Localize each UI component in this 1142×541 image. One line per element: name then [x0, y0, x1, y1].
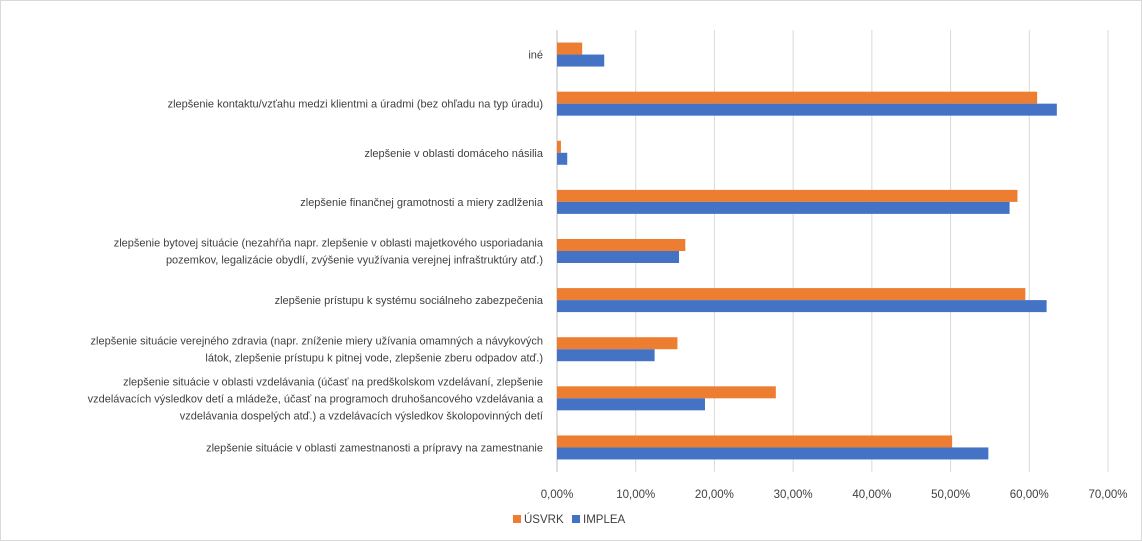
bar-usvrk — [557, 42, 583, 55]
x-tick-label: 50,00% — [931, 489, 970, 501]
legend-label: ÚSVRK — [524, 513, 564, 526]
bar-implea — [557, 300, 1047, 313]
category-label: vzdelávacích výsledkov detí a mládeže, ú… — [88, 393, 544, 405]
bar-implea — [557, 251, 680, 263]
legend-label: IMPLEA — [583, 514, 626, 526]
legend-swatch — [572, 515, 580, 523]
category-label: zlepšenie v oblasti domáceho násilia — [364, 148, 543, 160]
x-tick-label: 40,00% — [852, 489, 891, 501]
bars — [557, 42, 1057, 460]
category-label: zlepšenie situácie v oblasti zamestnanos… — [206, 442, 543, 454]
x-tick-label: 10,00% — [616, 489, 655, 501]
x-axis-tick-labels: 0,00% 10,00% 20,00% 30,00% 40,00% 50,00% 60,00… — [541, 489, 1128, 501]
category-label: zlepšenie situácie v oblasti vzdelávania… — [123, 376, 543, 388]
category-label: zlepšenie situácie verejného zdravia (na… — [91, 336, 543, 348]
bar-usvrk — [557, 435, 953, 448]
bar-implea — [557, 201, 1010, 214]
bar-implea — [557, 447, 989, 460]
category-label: látok, zlepšenie prístupu k pitnej vode,… — [205, 353, 543, 365]
bar-implea — [557, 152, 568, 165]
legend: ÚSVRK IMPLEA — [513, 513, 626, 526]
bar-implea — [557, 398, 705, 411]
bar-implea — [557, 349, 655, 362]
category-label: pozemkov, legalizácie obydlí, zvýšenie v… — [166, 255, 543, 267]
category-label: zlepšenie prístupu k systému sociálneho … — [275, 295, 544, 307]
legend-swatch — [513, 515, 521, 523]
x-tick-label: 30,00% — [774, 489, 813, 501]
x-tick-label: 70,00% — [1088, 489, 1127, 501]
x-tick-label: 20,00% — [695, 489, 734, 501]
x-tick-label: 60,00% — [1010, 489, 1049, 501]
bar-usvrk — [557, 189, 1018, 202]
x-tick-label: 0,00% — [541, 489, 574, 501]
category-label: zlepšenie finančnej gramotnosti a miery … — [300, 197, 544, 209]
category-label: zlepšenie kontaktu/vzťahu medzi klientmi… — [168, 99, 543, 111]
bar-usvrk — [557, 288, 1026, 301]
bar-usvrk — [557, 386, 776, 399]
category-label: zlepšenie bytovej situácie (nezahŕňa nap… — [114, 238, 544, 250]
bar-implea — [557, 54, 605, 67]
bar-usvrk — [557, 239, 686, 251]
bar-usvrk — [557, 140, 561, 153]
bar-usvrk — [557, 91, 1038, 104]
bar-implea — [557, 103, 1057, 116]
category-label: vzdelávania dospelých atď.) a vzdelávací… — [180, 410, 543, 422]
category-labels: iné zlepšenie kontaktu/vzťahu medzi klien… — [88, 50, 544, 455]
category-label: iné — [528, 50, 543, 62]
bar-usvrk — [557, 337, 678, 350]
